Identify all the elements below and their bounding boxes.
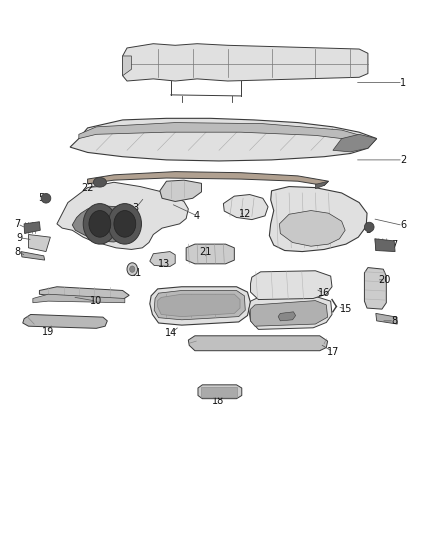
Polygon shape: [279, 211, 345, 246]
Text: 5: 5: [39, 193, 45, 203]
Text: 14: 14: [165, 328, 177, 338]
Text: 13: 13: [158, 259, 170, 269]
Text: 3: 3: [133, 203, 139, 213]
Ellipse shape: [93, 177, 106, 187]
Text: 10: 10: [90, 296, 102, 306]
Text: 7: 7: [391, 240, 397, 250]
Polygon shape: [150, 287, 251, 325]
Text: 20: 20: [378, 275, 391, 285]
Text: 16: 16: [318, 288, 330, 298]
Text: 15: 15: [340, 304, 352, 314]
Polygon shape: [251, 301, 328, 326]
Polygon shape: [154, 290, 245, 320]
Polygon shape: [160, 180, 201, 201]
Polygon shape: [21, 252, 45, 260]
Polygon shape: [223, 195, 268, 220]
Polygon shape: [198, 385, 242, 399]
Polygon shape: [57, 182, 188, 249]
Text: 17: 17: [327, 347, 339, 357]
Text: 11: 11: [130, 269, 142, 278]
Circle shape: [83, 204, 117, 244]
Polygon shape: [376, 313, 397, 324]
Text: 6: 6: [400, 221, 406, 230]
Polygon shape: [24, 222, 40, 233]
Polygon shape: [269, 187, 367, 252]
Circle shape: [114, 211, 136, 237]
Polygon shape: [315, 181, 328, 189]
Text: 4: 4: [194, 211, 200, 221]
Polygon shape: [364, 268, 386, 309]
Polygon shape: [186, 244, 234, 264]
Text: 9: 9: [17, 233, 23, 243]
Text: 2: 2: [400, 155, 406, 165]
Polygon shape: [375, 239, 395, 252]
Text: 1: 1: [400, 78, 406, 87]
Polygon shape: [79, 123, 368, 141]
Polygon shape: [123, 56, 131, 76]
Circle shape: [89, 211, 111, 237]
Polygon shape: [70, 118, 377, 161]
Polygon shape: [278, 312, 296, 321]
Text: 22: 22: [81, 183, 94, 192]
Polygon shape: [150, 252, 175, 266]
Polygon shape: [188, 336, 328, 351]
Text: 8: 8: [14, 247, 21, 256]
Polygon shape: [333, 134, 377, 152]
Text: 19: 19: [42, 327, 54, 336]
Circle shape: [108, 204, 141, 244]
Polygon shape: [123, 44, 368, 81]
Polygon shape: [39, 287, 129, 300]
Polygon shape: [33, 294, 125, 303]
Text: 18: 18: [212, 397, 224, 406]
Polygon shape: [251, 271, 332, 300]
Ellipse shape: [41, 193, 51, 203]
Polygon shape: [72, 206, 141, 242]
Bar: [201, 387, 237, 397]
Text: 7: 7: [14, 219, 21, 229]
Polygon shape: [158, 294, 240, 317]
Ellipse shape: [364, 222, 374, 232]
Text: 12: 12: [239, 209, 251, 219]
Polygon shape: [88, 172, 328, 185]
Text: 5: 5: [365, 225, 371, 235]
Polygon shape: [249, 296, 332, 329]
Text: 21: 21: [199, 247, 211, 256]
Text: 8: 8: [391, 316, 397, 326]
Polygon shape: [28, 235, 50, 252]
Circle shape: [130, 266, 135, 272]
Circle shape: [127, 263, 138, 276]
Polygon shape: [23, 314, 107, 328]
